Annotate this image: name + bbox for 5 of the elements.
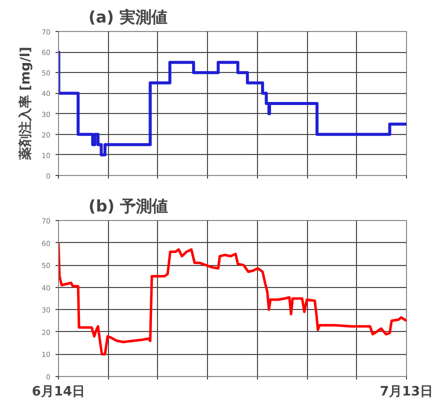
chart-title: (b) 予測値 <box>88 196 168 216</box>
y-axis-title: 薬剤注入率 [mg/l] <box>18 46 34 162</box>
chart-title: (a) 実測値 <box>88 8 168 26</box>
x-tick-label: 7月13日 <box>380 384 434 400</box>
x-tick-label: 6月14日 <box>32 384 86 400</box>
